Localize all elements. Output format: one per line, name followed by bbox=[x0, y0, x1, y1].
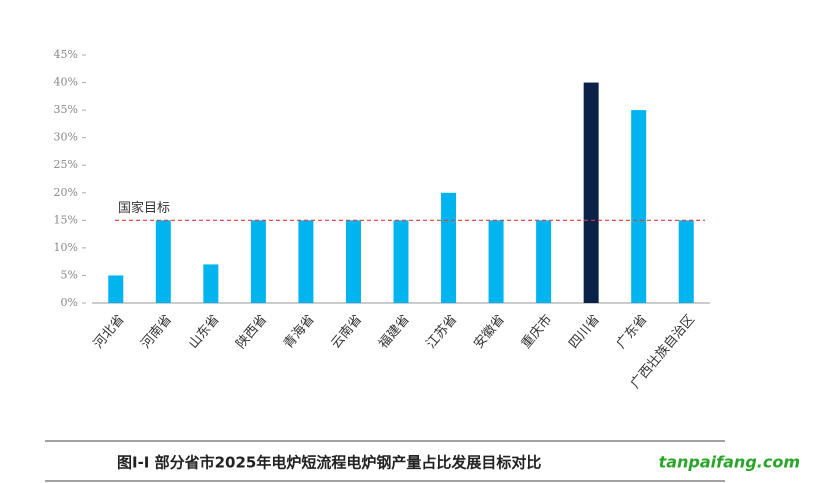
x-tick-label: 云南省 bbox=[328, 312, 365, 352]
x-tick-label: 陕西省 bbox=[234, 312, 271, 352]
y-tick-label: 10% bbox=[54, 241, 78, 254]
bar bbox=[108, 275, 124, 303]
bar bbox=[298, 220, 314, 303]
x-tick-label: 青海省 bbox=[281, 312, 318, 352]
y-tick-label: 35% bbox=[54, 103, 78, 116]
bar bbox=[583, 82, 599, 303]
bar bbox=[536, 220, 552, 303]
x-tick-label: 安徽省 bbox=[471, 312, 508, 352]
bar bbox=[203, 264, 219, 303]
x-tick-label: 福建省 bbox=[376, 312, 413, 352]
bar bbox=[488, 220, 504, 303]
bar bbox=[250, 220, 266, 303]
x-tick-label: 山东省 bbox=[186, 312, 223, 352]
bar bbox=[393, 220, 409, 303]
x-tick-label: 河北省 bbox=[91, 312, 128, 352]
bar bbox=[678, 220, 694, 303]
y-tick-label: 0% bbox=[61, 296, 78, 309]
x-tick-label: 四川省 bbox=[566, 312, 603, 352]
y-tick-label: 45% bbox=[54, 48, 78, 61]
y-tick-label: 30% bbox=[54, 131, 78, 144]
x-tick-label: 江苏省 bbox=[423, 312, 460, 352]
reference-label: 国家目标 bbox=[118, 200, 170, 216]
x-tick-label: 重庆市 bbox=[518, 312, 555, 352]
y-tick-label: 5% bbox=[61, 268, 78, 281]
y-tick-label: 15% bbox=[54, 213, 78, 226]
bar bbox=[155, 220, 171, 303]
y-tick-label: 40% bbox=[54, 76, 78, 89]
x-tick-label: 河南省 bbox=[138, 312, 175, 352]
x-tick-label: 广东省 bbox=[614, 312, 651, 352]
bar bbox=[631, 110, 647, 303]
y-tick-label: 20% bbox=[54, 186, 78, 199]
bar bbox=[345, 220, 361, 303]
chart-title: 图I-I 部分省市2025年电炉短流程电炉钢产量占比发展目标对比 bbox=[117, 454, 541, 472]
y-tick-label: 25% bbox=[54, 158, 78, 171]
watermark: tanpaifang.com bbox=[659, 453, 800, 472]
bar bbox=[441, 192, 457, 303]
